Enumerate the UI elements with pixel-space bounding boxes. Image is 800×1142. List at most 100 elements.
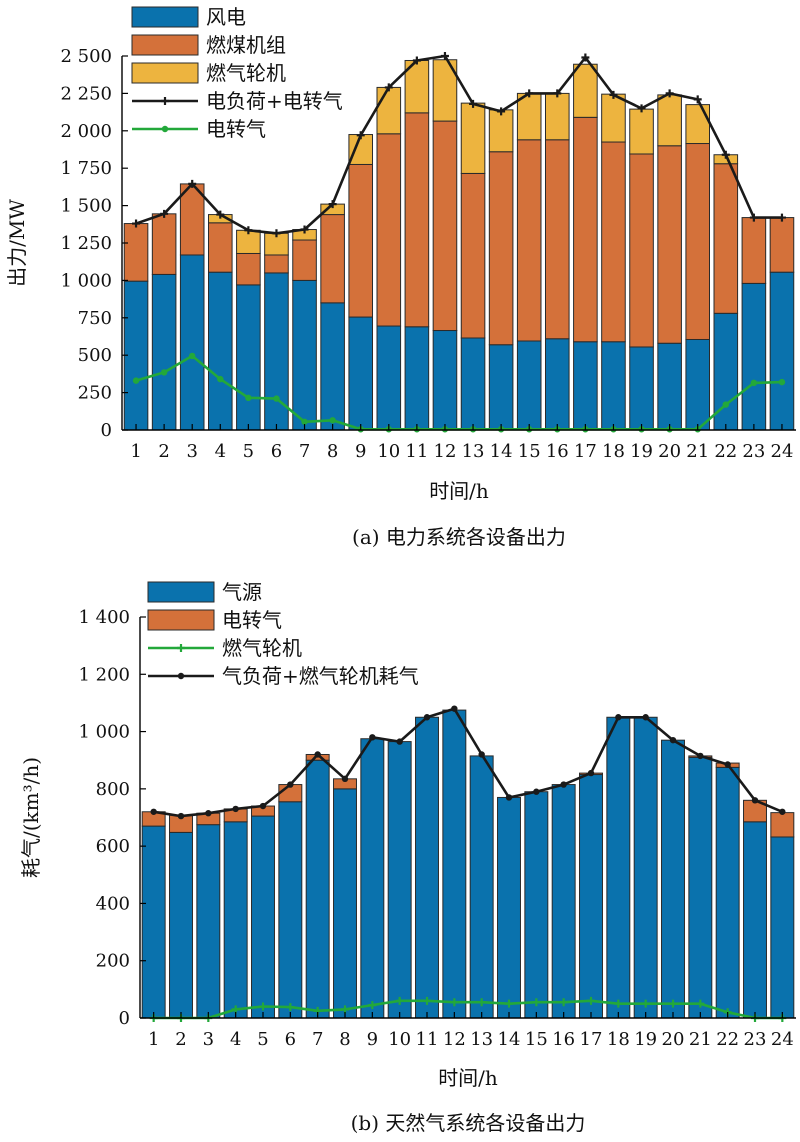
y-tick-label: 2 250 [60,83,112,104]
chart-caption: (b) 天然气系统各设备出力 [351,1111,586,1135]
marker-电负荷+电转气-17 [581,53,590,62]
y-tick-label: 2 500 [60,46,112,67]
x-tick-label: 2 [158,441,169,462]
marker-气负荷+燃气轮机耗气-16 [560,781,567,788]
marker-气负荷+燃气轮机耗气-9 [369,734,376,741]
x-tick-label: 23 [742,441,765,462]
y-tick-label: 1 500 [60,196,112,217]
bar-气源-16 [551,784,576,1019]
marker-电负荷+电转气-12 [440,52,449,60]
x-tick-label: 14 [490,441,513,462]
bar-气源-15 [524,791,549,1019]
bar-燃煤机组-18 [601,141,626,343]
bar-气源-17 [579,774,603,1019]
bar-燃煤机组-8 [320,214,345,304]
y-tick-label: 0 [101,420,112,441]
bar-气源-4 [223,821,248,1019]
bar-气源-9 [360,738,385,1019]
marker-气负荷+燃气轮机耗气-21 [697,752,704,760]
marker-气负荷+燃气轮机耗气-6 [287,781,294,788]
legend-swatch-燃气轮机 [131,62,199,84]
bar-气源-18 [606,716,631,1019]
bar-风电-23 [741,282,767,431]
bar-燃煤机组-19 [629,153,654,348]
bar-燃煤机组-9 [348,163,374,318]
bar-燃煤机组-16 [544,139,570,340]
marker-气负荷+燃气轮机耗气-12 [451,705,458,712]
bar-风电-19 [629,346,654,431]
legend-label-燃气轮机: 燃气轮机 [222,636,302,660]
marker-气负荷+燃气轮机耗气-1 [150,808,157,815]
y-axis-title: 出力/MW [5,199,29,287]
x-tick-label: 9 [355,441,366,462]
marker-电负荷+电转气-18 [609,90,618,99]
marker-电负荷+电转气-2 [160,209,169,218]
marker-电负荷+电转气-21 [693,95,702,104]
bar-风电-18 [601,341,626,431]
marker-电负荷+电转气-8 [328,200,337,209]
marker-电负荷+电转气-16 [553,89,562,98]
x-tick-label: 11 [405,441,428,462]
marker-电负荷+电转气-7 [300,225,309,234]
bar-燃煤机组-24 [769,217,795,273]
bar-燃气轮机-13 [460,102,486,174]
y-tick-label: 600 [96,836,130,857]
marker-电负荷+电转气-9 [356,131,365,140]
marker-电负荷+电转气-22 [721,150,730,159]
marker-气负荷+燃气轮机耗气-22 [724,761,731,768]
marker-燃气轮机-11 [423,996,431,1005]
bar-风电-20 [657,342,682,431]
x-tick-label: 18 [602,441,625,462]
x-tick-label: 17 [574,441,597,462]
legend-marker-电负荷+电转气 [161,97,169,105]
y-tick-label: 400 [96,893,130,914]
bar-气源-1 [141,825,166,1019]
marker-电转气-22 [722,401,729,408]
bar-燃气轮机-20 [657,94,682,147]
bar-燃煤机组-4 [207,222,233,273]
legend-marker-电转气 [161,125,169,133]
y-tick-label: 800 [96,779,130,800]
x-tick-label: 3 [203,1029,214,1050]
x-tick-label: 21 [686,441,709,462]
y-tick-label: 0 [119,1008,130,1029]
x-tick-label: 6 [271,441,282,462]
x-tick-label: 22 [716,1029,739,1050]
legend-label-电转气: 电转气 [206,117,266,141]
y-tick-label: 1 750 [60,158,112,179]
marker-电负荷+电转气-3 [188,179,197,188]
bar-风电-7 [292,279,317,431]
marker-气负荷+燃气轮机耗气-7 [314,751,321,758]
marker-燃气轮机-20 [669,999,677,1008]
x-tick-label: 14 [498,1029,521,1050]
x-tick-label: 10 [377,441,400,462]
bar-燃煤机组-12 [432,120,458,332]
bar-气源-23 [743,821,767,1019]
bar-气源-6 [278,801,303,1019]
bar-燃煤机组-5 [236,252,261,286]
x-tick-label: 1 [130,441,141,462]
y-tick-label: 1 250 [60,233,112,254]
legend-swatch-风电 [131,6,199,28]
marker-电负荷+电转气-6 [272,229,281,238]
bar-燃煤机组-15 [516,139,542,342]
x-tick-label: 12 [434,441,457,462]
bar-燃气轮机-18 [601,93,626,143]
bar-风电-17 [573,341,598,431]
marker-电转气-24 [778,378,786,386]
marker-电转气-5 [245,394,252,402]
bar-燃煤机组-13 [460,172,486,339]
bar-气源-7 [305,759,330,1019]
x-tick-label: 19 [630,441,653,462]
bar-燃煤机组-22 [713,163,739,314]
legend-label-电负荷+电转气: 电负荷+电转气 [206,89,343,113]
marker-电负荷+电转气-19 [637,104,646,113]
legend-label-风电: 风电 [206,5,246,29]
marker-电负荷+电转气-4 [216,210,225,219]
x-tick-label: 8 [327,441,338,462]
x-axis-title: 时间/h [438,1066,498,1090]
x-tick-label: 11 [416,1029,439,1050]
x-tick-label: 17 [580,1029,603,1050]
x-tick-label: 7 [312,1029,323,1050]
marker-气负荷+燃气轮机耗气-14 [505,794,513,801]
